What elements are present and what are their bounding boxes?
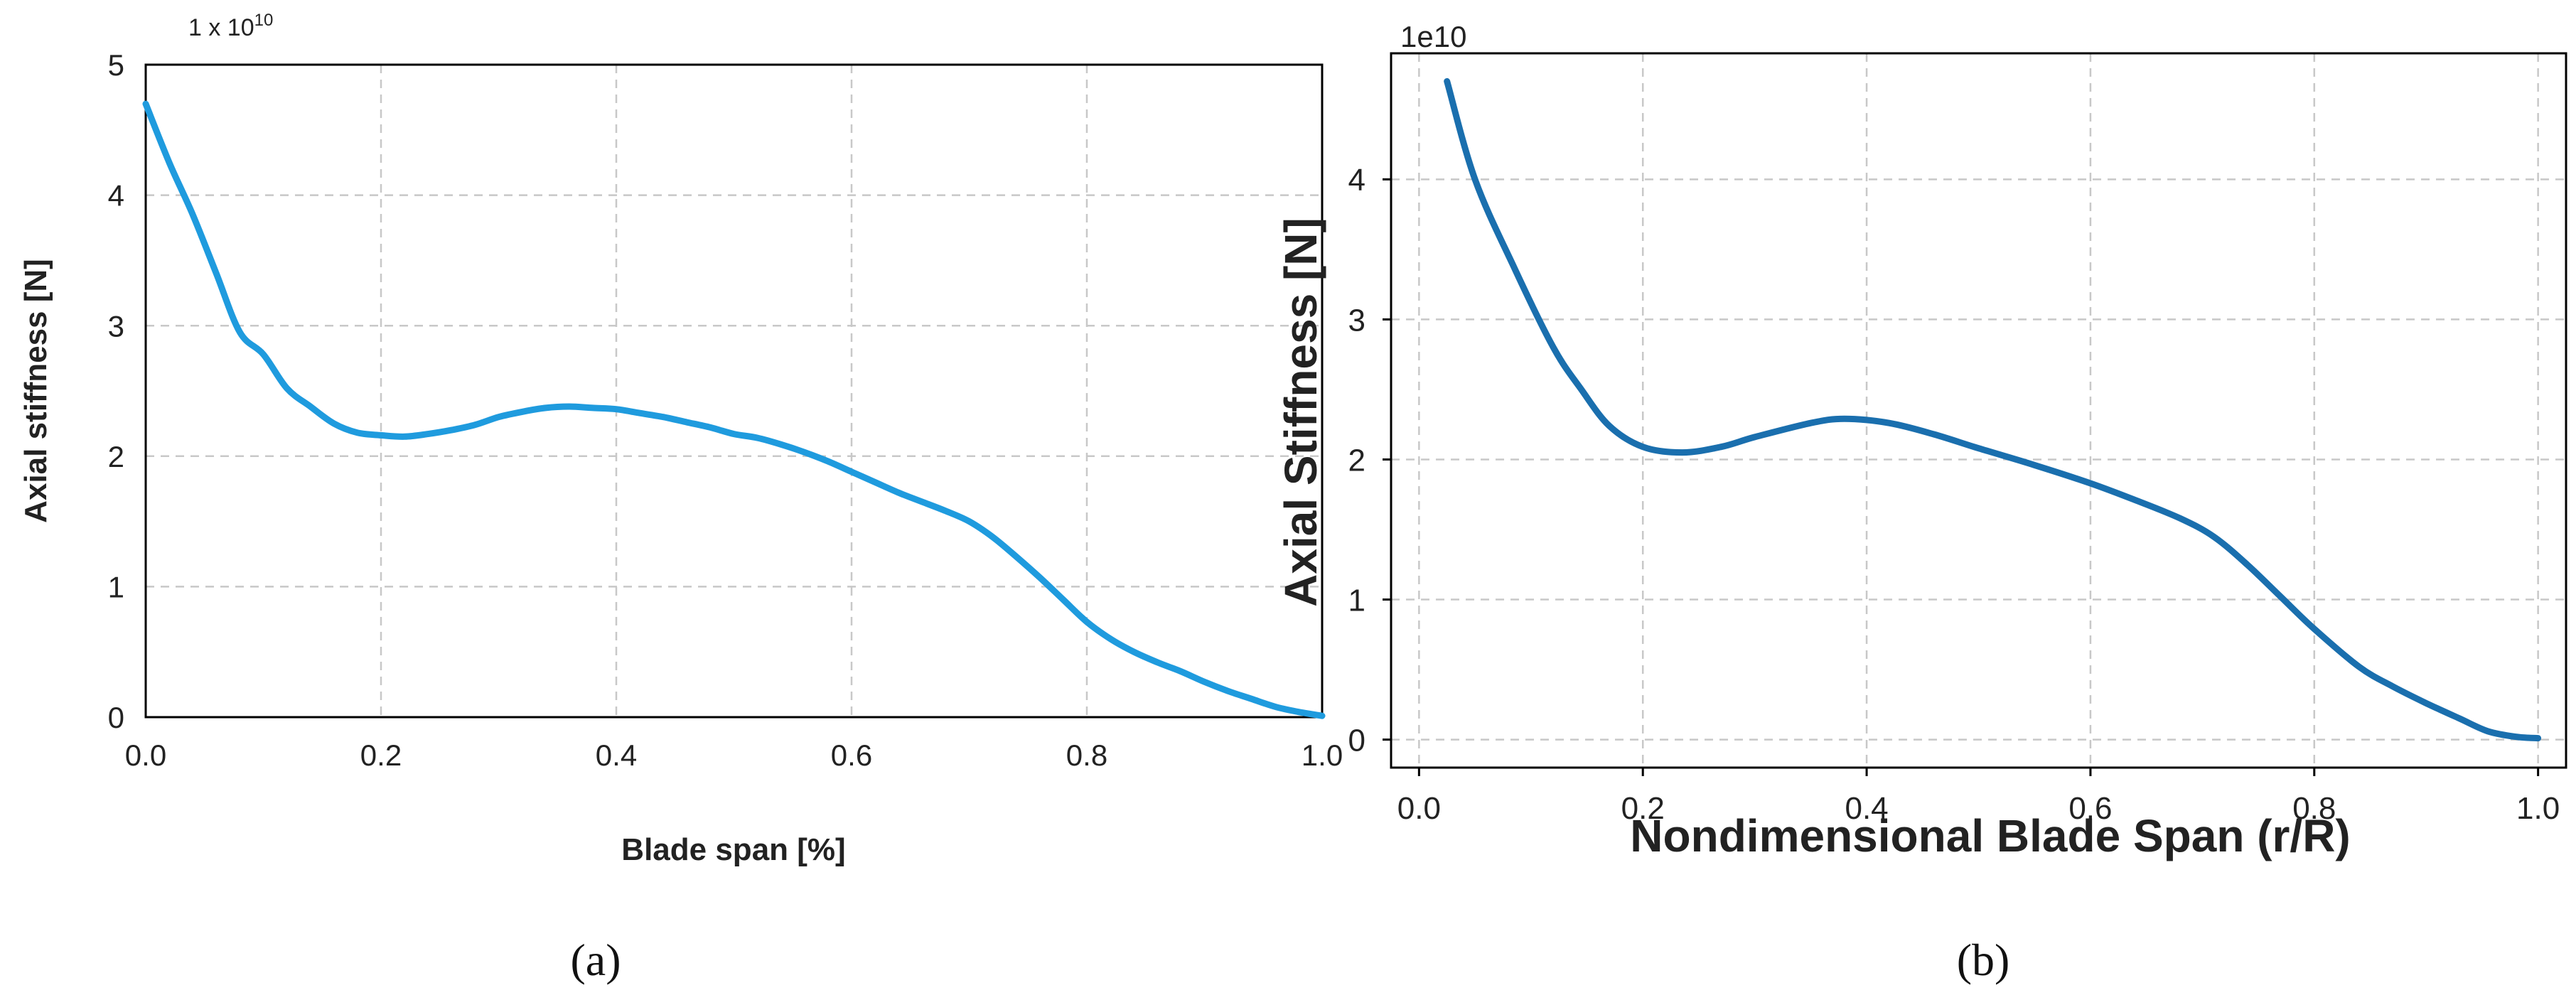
panel-b-y-axis-label: Axial Stiffness [N] [1275,217,1326,607]
panel-b-x-tick-label: 0.4 [1845,791,1888,826]
panel-a-y-tick-label: 0 [108,701,124,734]
panel-a-y-tick-label: 2 [108,440,124,473]
panel-a: 0.0 0.2 0.4 0.6 0.8 1.0 0 1 2 3 4 5 1 x 1010 Blade … [18,11,1343,985]
panel-b-y-tick-label: 2 [1348,443,1365,478]
panel-b-x-tick-label: 0.8 [2292,791,2336,826]
panel-b-series-line [1444,77,2542,742]
panel-a-plot-frame [144,63,1324,719]
panel-a-caption: (a) [570,935,621,985]
panel-b-y-tick-label: 4 [1348,163,1365,198]
panel-a-x-tick-label: 0.0 [125,738,166,772]
panel-a-y-tick-label: 5 [108,48,124,82]
panel-a-exponent-label: 1 x 1010 [188,11,273,41]
panel-b-x-axis-label: Nondimensional Blade Span (r/R) [1630,810,2350,861]
panel-a-y-tick-label: 4 [108,179,124,213]
panel-b-x-tick-label: 0.0 [1397,791,1441,826]
panel-b-plot-frame [1390,52,2567,769]
panel-b-x-tick-label: 0.2 [1621,791,1665,826]
panel-a-exponent-base: 1 x 10 [188,14,254,41]
panel-a-y-tick-label: 3 [108,309,124,343]
panel-b-x-tick-label: 1.0 [2516,791,2560,826]
panel-a-x-tick-label: 0.6 [831,738,872,772]
panel-a-x-tick-label: 0.2 [360,738,402,772]
panel-b-caption: (b) [1957,935,2010,985]
panel-b-y-tick-label: 3 [1348,303,1365,338]
panel-a-tick-labels: 0.0 0.2 0.4 0.6 0.8 1.0 0 1 2 3 4 5 [108,48,1343,772]
panel-a-x-tick-label: 1.0 [1302,738,1343,772]
panel-a-series-line [142,100,1326,719]
panel-a-y-tick-label: 1 [108,571,124,604]
panel-b-tick-labels: 0.0 0.2 0.4 0.6 0.8 1.0 0 1 2 3 4 [1348,163,2560,826]
panel-a-grid [146,65,1322,717]
panel-b-x-tick-label: 0.6 [2068,791,2112,826]
panel-a-y-axis-label: Axial stiffness [N] [18,259,53,523]
panel-a-exponent-power: 10 [254,11,274,30]
panel-b-y-tick-label: 1 [1348,583,1365,618]
panel-b-y-tick-label: 0 [1348,723,1365,758]
panel-b-grid [1391,53,2566,768]
panel-a-x-tick-label: 0.4 [596,738,637,772]
panel-b-exponent-label: 1e10 [1400,20,1466,53]
panel-a-x-tick-label: 0.8 [1066,738,1107,772]
panel-a-x-axis-label: Blade span [%] [621,832,845,867]
